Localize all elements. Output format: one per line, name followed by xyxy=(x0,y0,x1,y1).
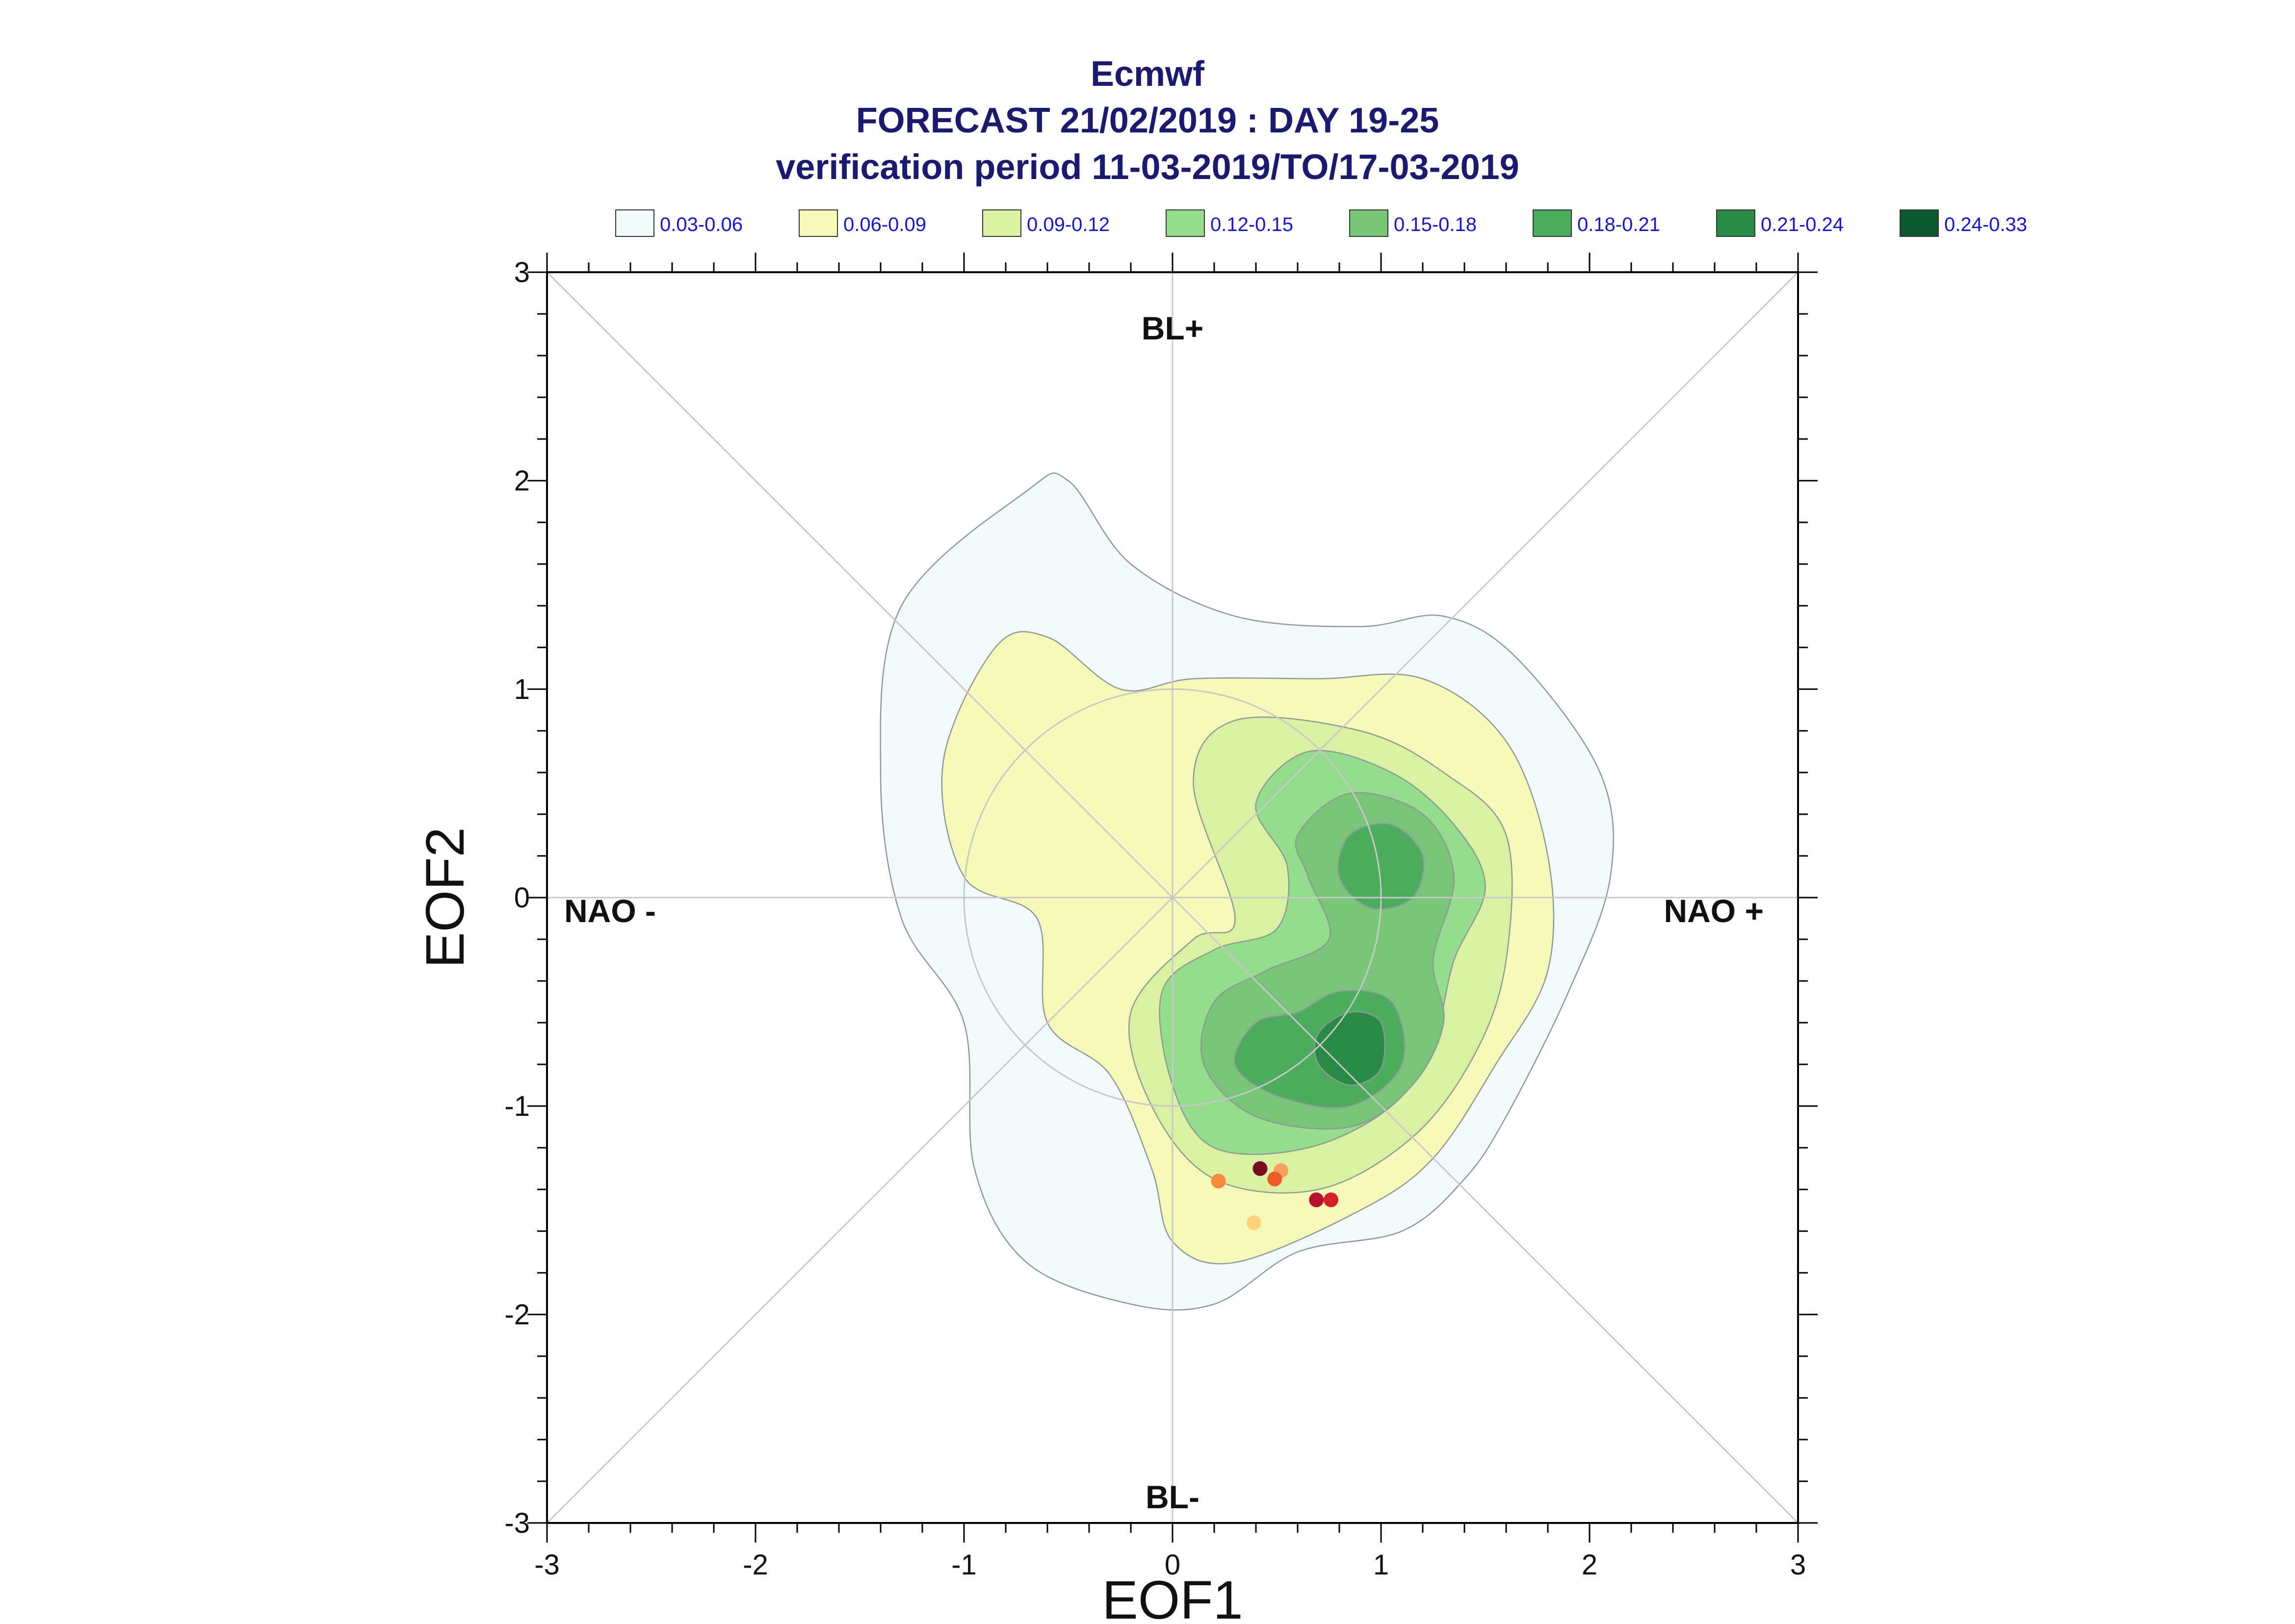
label-nao-plus: NAO + xyxy=(1664,893,1764,929)
legend-swatch-2 xyxy=(799,209,838,237)
region-labels: BL+ BL- NAO - NAO + xyxy=(564,310,1764,1515)
chart-subtitle-verification: verification period 11-03-2019/TO/17-03-… xyxy=(776,148,1519,187)
member-points xyxy=(1211,1161,1338,1230)
unit-circle xyxy=(963,688,1382,1107)
legend-swatch-7 xyxy=(1716,209,1755,237)
legend-swatch-6 xyxy=(1533,209,1572,237)
legend-label-2: 0.06-0.09 xyxy=(843,214,926,235)
y-tick-label: 1 xyxy=(514,673,530,705)
y-tick-label: -2 xyxy=(504,1299,530,1331)
chart-subtitle: FORECAST 21/02/2019 : DAY 19-25 xyxy=(856,101,1439,140)
label-bl-plus: BL+ xyxy=(1142,310,1204,346)
x-tick-label: -3 xyxy=(534,1549,560,1581)
y-tick-label: -1 xyxy=(504,1090,530,1122)
legend-swatch-3 xyxy=(982,209,1021,237)
y-tick-label: 0 xyxy=(514,882,530,914)
axes: -3 -2 -1 0 1 2 3 -3 -2 -1 0 1 2 3 xyxy=(504,253,1818,1581)
y-tick-label: 3 xyxy=(514,257,530,288)
member-point-1 xyxy=(1252,1161,1268,1176)
chart-title: Ecmwf xyxy=(1090,54,1205,94)
member-point-7 xyxy=(1246,1215,1261,1230)
x-tick-label: -1 xyxy=(951,1549,977,1581)
x-tick-label: 0 xyxy=(1165,1549,1180,1581)
label-bl-minus: BL- xyxy=(1146,1479,1200,1515)
legend-label-7: 0.21-0.24 xyxy=(1761,214,1844,235)
member-point-3 xyxy=(1267,1171,1282,1186)
legend-label-3: 0.09-0.12 xyxy=(1027,214,1110,235)
x-axis-label: EOF1 xyxy=(1102,1570,1243,1624)
y-axis-label: EOF2 xyxy=(415,827,475,968)
member-point-4 xyxy=(1211,1174,1226,1188)
x-tick-label: -2 xyxy=(743,1549,768,1581)
label-nao-minus: NAO - xyxy=(564,893,656,929)
x-tick-label: 1 xyxy=(1373,1549,1389,1581)
member-point-5 xyxy=(1309,1192,1324,1208)
contour-level-8 xyxy=(1314,1011,1386,1086)
legend-swatch-5 xyxy=(1349,209,1388,237)
diagonal-line-2 xyxy=(546,271,1799,1524)
contour-level-6 xyxy=(1337,823,1425,910)
legend-label-1: 0.03-0.06 xyxy=(660,214,743,235)
density-contours xyxy=(880,472,1615,1311)
y-tick-label: -3 xyxy=(504,1507,530,1539)
member-point-6 xyxy=(1324,1192,1338,1208)
x-tick-label: 2 xyxy=(1582,1549,1597,1581)
legend-swatch-8 xyxy=(1900,209,1939,237)
legend-swatch-1 xyxy=(615,209,654,237)
x-tick-label: 3 xyxy=(1790,1549,1806,1581)
legend-swatch-4 xyxy=(1166,209,1205,237)
guide-lines xyxy=(546,271,1799,1524)
legend-label-4: 0.12-0.15 xyxy=(1210,214,1293,235)
legend-label-5: 0.15-0.18 xyxy=(1394,214,1477,235)
legend-label-6: 0.18-0.21 xyxy=(1577,214,1660,235)
legend: 0.03-0.06 0.06-0.09 0.09-0.12 0.12-0.15 0.15… xyxy=(615,209,2027,237)
legend-label-8: 0.24-0.33 xyxy=(1944,214,2027,235)
y-tick-label: 2 xyxy=(514,465,530,497)
